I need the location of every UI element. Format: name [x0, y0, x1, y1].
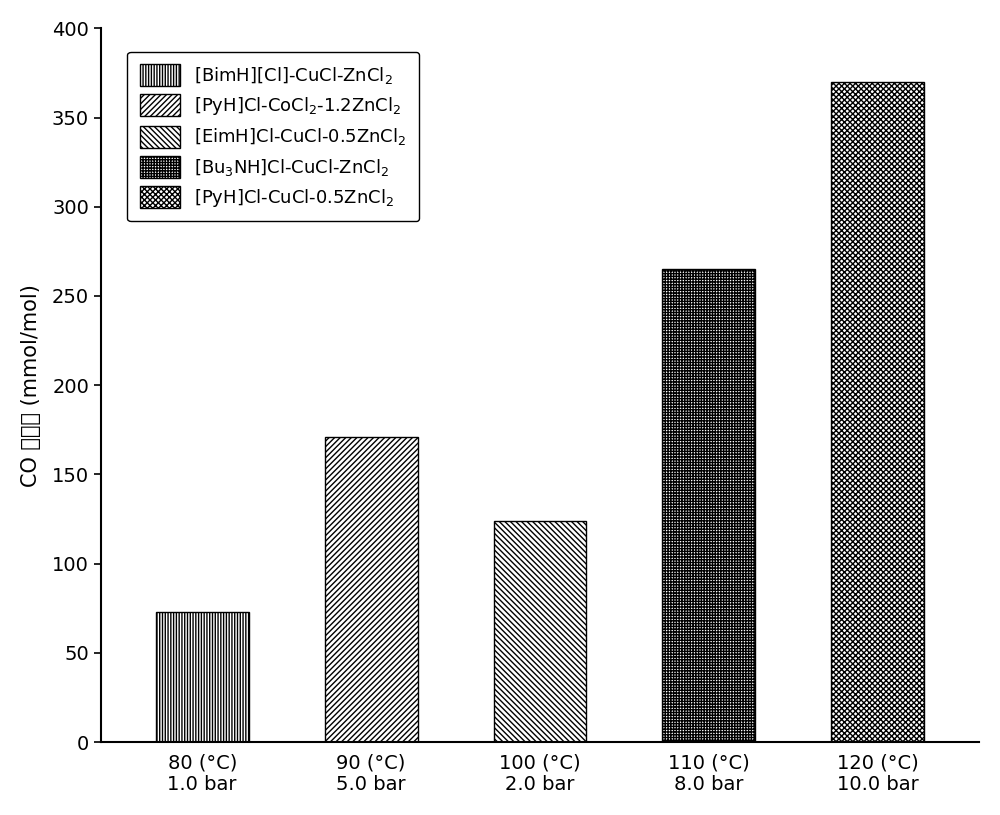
Bar	[494, 521, 586, 742]
Bar	[662, 269, 755, 742]
Legend: [BimH][Cl]-CuCl-ZnCl$_2$, [PyH]Cl-CoCl$_2$-1.2ZnCl$_2$, [EimH]Cl-CuCl-0.5ZnCl$_2: [BimH][Cl]-CuCl-ZnCl$_2$, [PyH]Cl-CoCl$_…	[127, 51, 419, 222]
Bar	[156, 612, 249, 742]
Bar	[325, 437, 418, 742]
Y-axis label: CO 吸收量 (mmol/mol): CO 吸收量 (mmol/mol)	[21, 284, 41, 487]
Bar	[831, 82, 924, 742]
